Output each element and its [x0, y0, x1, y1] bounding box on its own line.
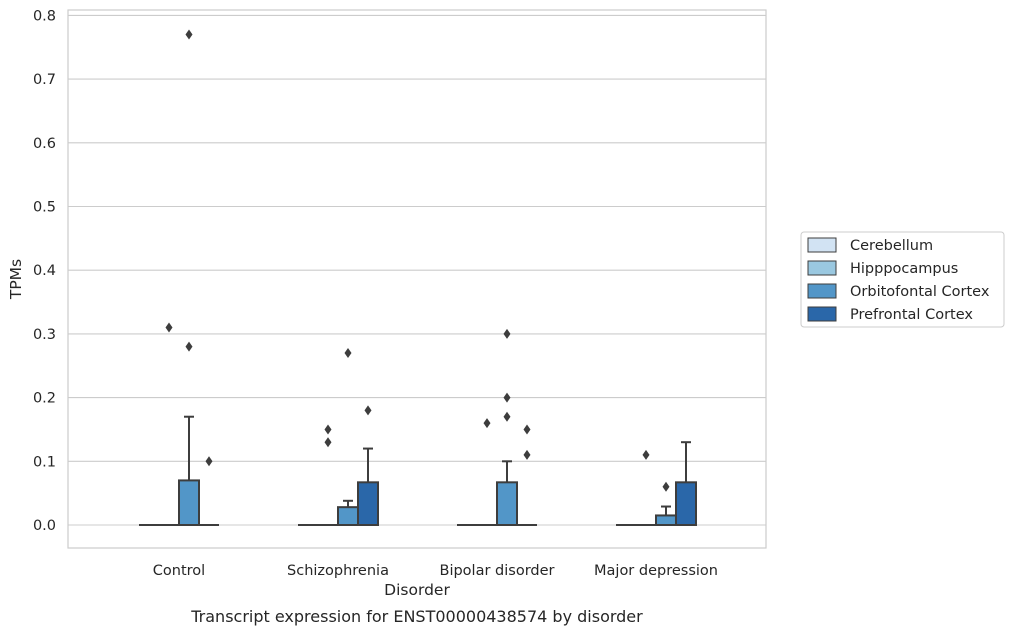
- outlier-point: [503, 411, 511, 422]
- legend-item: Hipppocampus: [807, 260, 958, 277]
- box-body: [655, 514, 677, 527]
- legend-frame: [800, 231, 1005, 328]
- legend: Cerebellum Hipppocampus Orbitofontal Corte…: [800, 231, 1005, 328]
- y-tick-label: 0.2: [33, 391, 56, 407]
- legend-swatch: [807, 237, 837, 253]
- y-tick-label: 0.3: [33, 327, 56, 343]
- y-tick-label: 0.5: [33, 200, 56, 216]
- box-hipppocampus: [477, 418, 497, 526]
- box-hipppocampus: [159, 322, 179, 526]
- outlier-point: [662, 481, 670, 492]
- box-prefrontal-cortex: [675, 441, 697, 527]
- legend-label: Prefrontal Cortex: [850, 307, 973, 323]
- outlier-point: [364, 405, 372, 416]
- outlier-point: [324, 424, 332, 435]
- y-axis-title: TPMs: [7, 259, 25, 300]
- box-prefrontal-cortex: [357, 405, 379, 527]
- outlier-point: [523, 424, 531, 435]
- x-tick-label: Control: [153, 563, 205, 579]
- x-tick-label: Major depression: [594, 563, 718, 579]
- box-hipppocampus: [636, 449, 656, 526]
- outlier-point: [503, 392, 511, 403]
- outlier-point: [523, 449, 531, 460]
- box-orbitofontal-cortex: [178, 29, 200, 527]
- legend-swatch: [807, 260, 837, 276]
- outlier-point: [642, 449, 650, 460]
- legend-swatch: [807, 283, 837, 299]
- outlier-point: [344, 348, 352, 359]
- boxes-layer: [139, 29, 697, 527]
- legend-swatch: [807, 306, 837, 322]
- box-prefrontal-cortex: [517, 424, 537, 526]
- x-tick-label: Schizophrenia: [287, 563, 389, 579]
- box-hipppocampus: [318, 424, 338, 526]
- box-orbitofontal-cortex: [655, 481, 677, 527]
- outlier-point: [205, 456, 213, 467]
- chart-caption: Transcript expression for ENST0000043857…: [190, 607, 643, 626]
- legend-item: Prefrontal Cortex: [807, 306, 973, 323]
- legend-label: Orbitofontal Cortex: [850, 284, 990, 300]
- gridlines: [68, 14, 766, 526]
- box-body: [357, 481, 379, 527]
- y-tick-label: 0.1: [33, 454, 56, 470]
- y-tick-label: 0.0: [33, 518, 56, 534]
- y-tick-label: 0.8: [33, 8, 56, 24]
- x-tick-label: Bipolar disorder: [440, 563, 555, 579]
- box-body: [337, 506, 359, 527]
- legend-label: Cerebellum: [850, 238, 933, 254]
- y-axis-ticks: 0.0 0.1 0.2 0.3 0.4 0.5 0.6 0.7 0.8: [33, 8, 56, 534]
- box-orbitofontal-cortex: [496, 328, 518, 527]
- legend-item: Cerebellum: [807, 237, 933, 254]
- box-body: [178, 479, 200, 527]
- legend-item: Orbitofontal Cortex: [807, 283, 990, 300]
- box-body: [496, 481, 518, 527]
- y-tick-label: 0.7: [33, 72, 56, 88]
- outlier-point: [185, 341, 193, 352]
- y-tick-label: 0.6: [33, 136, 56, 152]
- outlier-point: [324, 437, 332, 448]
- outlier-point: [185, 29, 193, 40]
- outlier-point: [165, 322, 173, 333]
- outlier-point: [483, 418, 491, 429]
- plot-frame: [67, 9, 767, 549]
- box-orbitofontal-cortex: [337, 348, 359, 527]
- x-axis-ticks: Control Schizophrenia Bipolar disorder Majo…: [153, 563, 718, 579]
- box-prefrontal-cortex: [199, 456, 219, 526]
- x-axis-title: Disorder: [384, 581, 450, 599]
- outlier-point: [503, 328, 511, 339]
- y-tick-label: 0.4: [33, 263, 56, 279]
- box-body: [675, 481, 697, 527]
- legend-label: Hipppocampus: [850, 261, 958, 277]
